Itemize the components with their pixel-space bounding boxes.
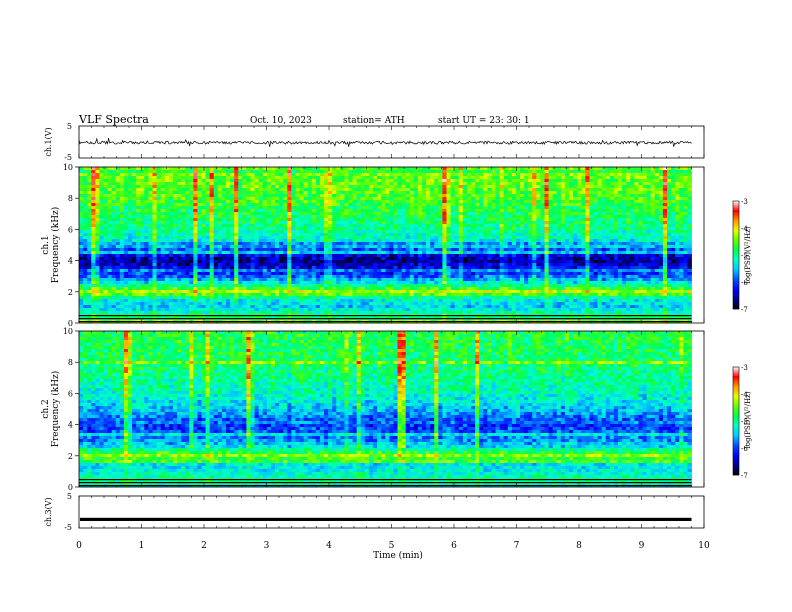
ch1-colorbar-label: log(PSD)(V²/Hz) — [744, 226, 752, 283]
cb1-tick-label: -4 — [741, 225, 748, 233]
ch1-ytick-top: 5 — [67, 122, 72, 131]
ch3-ylabel: ch.3(V) — [44, 497, 53, 526]
cb1-tick-label: -5 — [741, 252, 748, 260]
yt1-label: 4 — [68, 257, 73, 266]
ch1-waveform-panel: 5 -5 ch.1(V) — [44, 122, 705, 162]
time-tick-label: 4 — [326, 541, 332, 551]
yt1-label: 2 — [68, 288, 73, 297]
ch3-waveform-line — [80, 517, 692, 521]
time-axis-label: Time (min) — [373, 550, 423, 561]
cb2-tick-label: -4 — [741, 391, 748, 399]
ch1-spectrogram-image — [79, 167, 704, 324]
ch2-colorbar: -3 -4 -5 -6 -7 — [732, 364, 748, 480]
ch1-freq-ticks: 0 2 4 6 8 10 — [63, 163, 79, 328]
time-tick-label: 2 — [201, 541, 207, 551]
yt2-label: 6 — [68, 389, 73, 398]
cb2-tick-label: -6 — [741, 445, 748, 453]
cb1-tick-label: -7 — [741, 306, 748, 314]
yt2-label: 10 — [63, 327, 73, 336]
ch1-ytick-bottom: -5 — [64, 153, 72, 162]
cb2-tick-label: -7 — [741, 472, 748, 480]
cb1-tick-label: -3 — [741, 198, 748, 206]
cb2-tick-label: -5 — [741, 418, 748, 426]
ch3-waveform-panel: 5 -5 ch.3(V) — [44, 492, 705, 532]
yt1-label: 6 — [68, 225, 73, 234]
time-tick-label: 8 — [576, 541, 582, 551]
cb1-tick-label: -6 — [741, 279, 748, 287]
yt2-label: 4 — [68, 421, 73, 430]
time-tick-label: 7 — [514, 541, 520, 551]
ch1-channel-label: ch.1 — [41, 235, 51, 254]
ch2-freq-axis-label: Frequency (kHz) — [50, 371, 61, 448]
yt1-label: 10 — [63, 163, 73, 172]
ch3-waveform-frame — [78, 495, 705, 529]
time-tick-label: 6 — [451, 541, 457, 551]
ch2-colorbar-label: log(PSD)(V²/Hz) — [744, 391, 752, 448]
ch1-waveform-line — [78, 137, 692, 147]
time-tick-label: 0 — [76, 541, 82, 551]
ch1-freq-axis-label: Frequency (kHz) — [50, 207, 61, 284]
ch1-colorbar: -3 -4 -5 -6 -7 — [732, 198, 748, 314]
time-tick-label: 1 — [139, 541, 145, 551]
ch3-ytick-top: 5 — [67, 492, 72, 501]
figure-title: VLF Spectra — [78, 113, 149, 126]
time-tick-label: 3 — [264, 541, 270, 551]
yt2-label: 0 — [68, 483, 73, 492]
cb2-tick-label: -3 — [741, 364, 748, 372]
yt2-label: 8 — [68, 358, 73, 367]
time-axis: 0 1 2 3 4 5 6 7 8 9 10 — [76, 126, 710, 551]
station-label: station= ATH — [343, 116, 405, 126]
ch3-ytick-bottom: -5 — [64, 523, 72, 532]
date-label: Oct. 10, 2023 — [250, 116, 312, 126]
ch2-spectrogram-image — [79, 331, 704, 488]
start-time-label: start UT = 23: 30: 1 — [438, 116, 530, 126]
time-tick-label: 10 — [698, 541, 710, 551]
yt2-label: 2 — [68, 452, 73, 461]
yt1-label: 0 — [68, 319, 73, 328]
yt1-label: 8 — [68, 194, 73, 203]
ch2-freq-ticks: 0 2 4 6 8 10 — [63, 327, 79, 492]
ch1-ylabel: ch.1(V) — [44, 127, 53, 156]
time-tick-label: 5 — [389, 541, 395, 551]
ch2-channel-label: ch.2 — [41, 399, 51, 418]
time-tick-label: 9 — [639, 541, 645, 551]
